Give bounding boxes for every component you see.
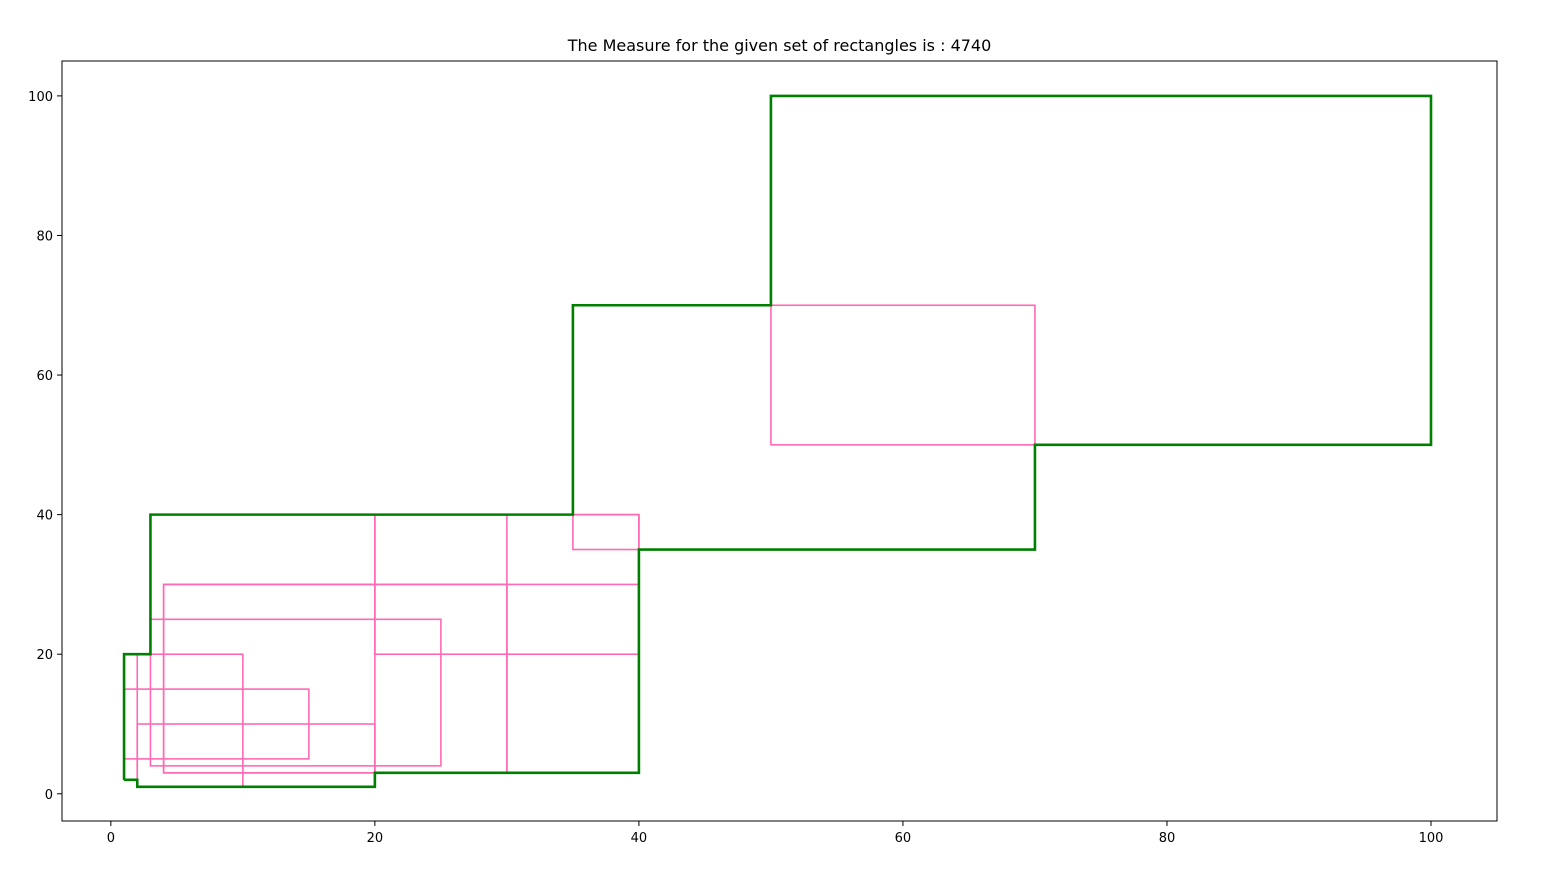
y-tick-label: 20 — [36, 648, 53, 663]
x-axis: 0 20 40 60 80 100 — [107, 821, 1444, 846]
x-tick-label: 0 — [107, 831, 115, 846]
x-tick-label: 20 — [367, 831, 384, 846]
rectangle-2 — [136, 653, 244, 788]
y-tick-label: 60 — [36, 369, 53, 384]
x-tick-label: 40 — [631, 831, 648, 846]
y-axis: 0 20 40 60 80 100 — [28, 90, 62, 803]
y-tick-label: 100 — [28, 90, 53, 105]
y-tick-label: 0 — [45, 788, 53, 803]
rectangle-9 — [572, 513, 640, 551]
x-tick-label: 80 — [1159, 831, 1176, 846]
axes-frame — [61, 60, 1498, 822]
rectangle-4 — [149, 618, 442, 767]
rectangle-5 — [162, 583, 508, 774]
rectangle-6 — [162, 583, 640, 774]
rectangle-3 — [136, 723, 376, 788]
union-outline-1 — [122, 94, 1433, 789]
y-tick-label: 40 — [36, 509, 53, 524]
plot-content — [122, 94, 1433, 789]
y-tick-label: 80 — [36, 229, 53, 244]
x-tick-label: 60 — [895, 831, 912, 846]
chart-title: The Measure for the given set of rectang… — [567, 36, 992, 55]
rectangle-10 — [770, 304, 1036, 446]
x-tick-label: 100 — [1419, 831, 1444, 846]
